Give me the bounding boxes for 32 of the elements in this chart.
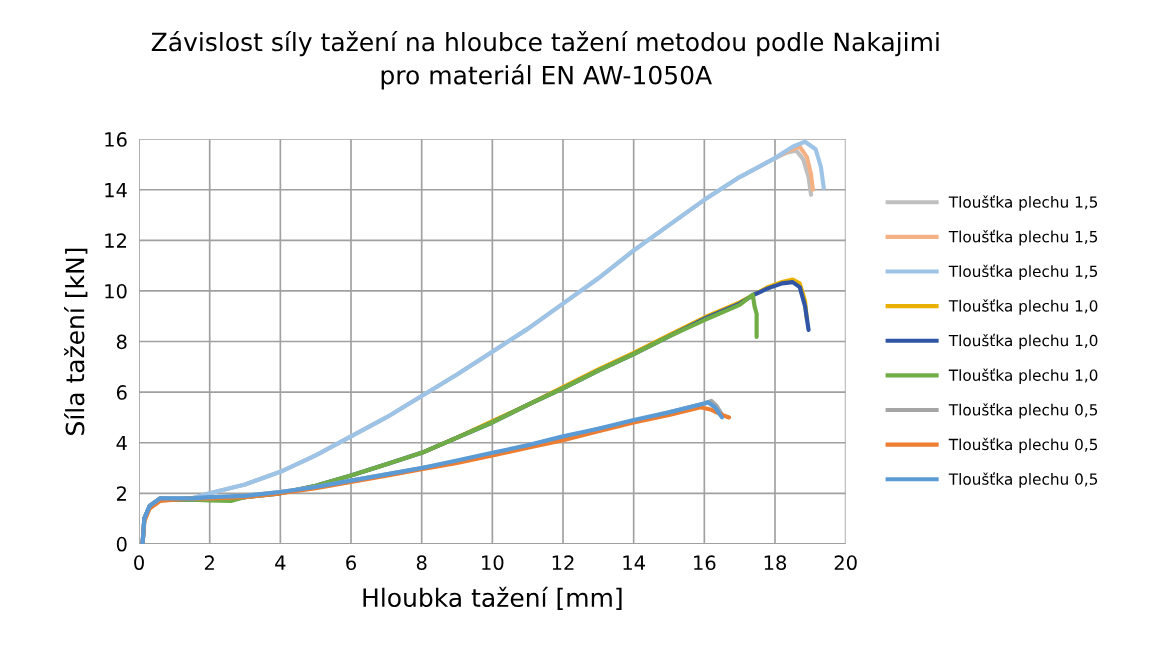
y-tick-label: 0 — [116, 536, 127, 552]
y-tick-label: 16 — [105, 132, 127, 147]
x-tick-label: 0 — [134, 555, 144, 571]
x-tick-label: 14 — [623, 555, 645, 570]
legend-label: Tloušťka plechu 1,5 — [948, 195, 1098, 211]
y-axis-title: Síla tažení [kN] — [64, 248, 88, 435]
legend-label: Tloušťka plechu 0,5 — [948, 437, 1098, 454]
x-tick-label: 8 — [416, 555, 427, 571]
y-tick-label: 8 — [116, 334, 127, 350]
y-tick-label: 4 — [116, 435, 127, 451]
x-axis-title: Hloubka tažení [mm] — [363, 586, 622, 611]
x-tick-label: 12 — [552, 555, 574, 570]
legend-label: Tloušťka plechu 0,5 — [948, 403, 1098, 419]
x-tick-label: 2 — [204, 555, 214, 570]
legend-label: Tloušťka plechu 1,5 — [948, 264, 1098, 281]
y-tick-label: 12 — [105, 233, 126, 248]
legend-label: Tloušťka plechu 1,5 — [948, 229, 1098, 246]
legend-label: Tloušťka plechu 1,0 — [948, 299, 1098, 315]
legend-label: Tloušťka plechu 1,0 — [948, 368, 1098, 384]
chart-title: Závislost síly tažení na hloubce tažení metodou podle Nakajimi pro materiál EN AW-1050A — [151, 31, 939, 90]
y-tick-label: 14 — [105, 182, 127, 198]
x-tick-label: 20 — [834, 555, 857, 571]
y-tick-label: 10 — [105, 283, 127, 299]
x-tick-label: 10 — [482, 555, 504, 571]
x-tick-label: 16 — [694, 555, 716, 571]
x-tick-label: 18 — [764, 555, 787, 571]
legend-label: Tloušťka plechu 0,5 — [948, 472, 1098, 488]
legend-label: Tloušťka plechu 1,0 — [948, 333, 1098, 350]
x-tick-label: 6 — [346, 555, 356, 571]
y-tick-label: 2 — [116, 486, 126, 501]
y-tick-label: 6 — [116, 385, 127, 400]
x-tick-label: 4 — [275, 555, 286, 570]
